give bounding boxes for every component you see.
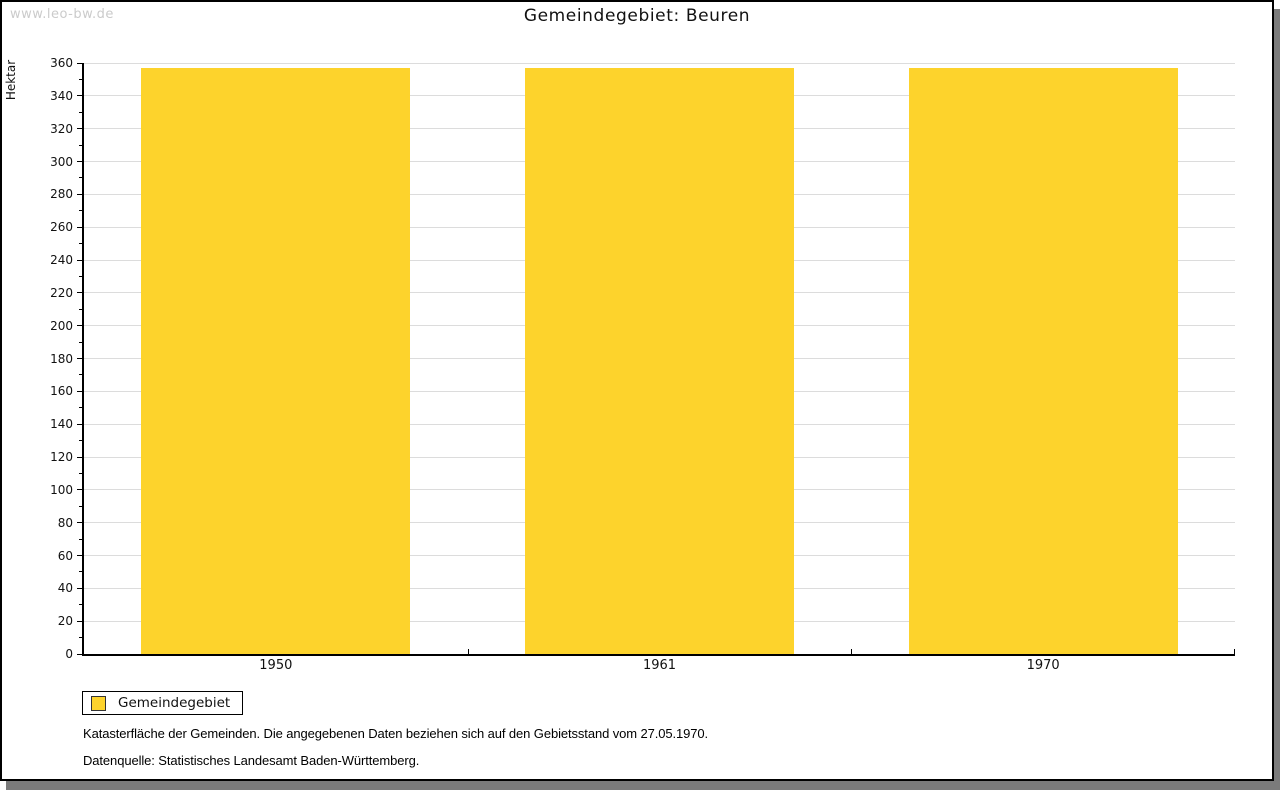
watermark: www.leo-bw.de (10, 7, 114, 22)
y-tick-label: 80 (57, 515, 73, 530)
x-tick-label: 1950 (259, 658, 293, 673)
y-major-tick (77, 259, 84, 261)
y-axis-label: Hektar (4, 59, 19, 101)
y-tick-label: 260 (50, 220, 73, 235)
footnote-data-source: Datenquelle: Statistisches Landesamt Bad… (83, 753, 420, 768)
y-major-tick (77, 128, 84, 130)
y-major-tick (77, 587, 84, 589)
y-tick-label: 160 (50, 384, 73, 399)
y-tick-label: 0 (65, 647, 73, 661)
y-major-tick (77, 161, 84, 162)
y-minor-tick (79, 275, 84, 277)
y-major-tick (77, 522, 84, 524)
y-major-tick (77, 292, 84, 294)
y-minor-tick (79, 308, 84, 310)
category-boundary-tick (851, 649, 852, 654)
bar (525, 67, 794, 654)
y-minor-tick (79, 210, 84, 212)
y-major-tick (77, 555, 84, 556)
y-tick-label: 140 (50, 417, 73, 432)
y-major-tick (77, 653, 84, 655)
y-major-tick (77, 456, 84, 458)
y-tick-label: 280 (50, 187, 73, 202)
legend: Gemeindegebiet (82, 691, 244, 715)
y-tick-label: 20 (57, 614, 73, 629)
y-minor-tick (79, 538, 84, 540)
y-minor-tick (79, 243, 84, 245)
y-tick-label: 200 (50, 318, 73, 333)
y-minor-tick (79, 407, 84, 409)
y-tick-label: 300 (50, 154, 73, 169)
y-minor-tick (79, 604, 84, 606)
y-major-tick (77, 358, 84, 359)
y-minor-tick (79, 111, 84, 113)
y-major-tick (77, 423, 84, 425)
gridline (84, 62, 1235, 64)
y-tick-label: 360 (50, 56, 73, 70)
y-minor-tick (79, 341, 84, 343)
y-major-tick (77, 193, 84, 195)
y-tick-label: 100 (50, 482, 73, 497)
x-tick-label: 1970 (1026, 658, 1060, 673)
bar (141, 67, 410, 654)
y-minor-tick (79, 78, 84, 80)
x-tick-label: 1961 (642, 658, 677, 673)
y-major-tick (77, 325, 84, 327)
bar (909, 67, 1178, 654)
y-tick-label: 60 (57, 548, 73, 563)
chart-title: Gemeindegebiet: Beuren (523, 6, 751, 26)
y-major-tick (77, 62, 84, 64)
y-tick-label: 220 (50, 285, 73, 300)
y-tick-label: 40 (57, 581, 73, 596)
y-major-tick (77, 390, 84, 392)
y-minor-tick (79, 637, 84, 639)
footnote-source-note: Katasterfläche der Gemeinden. Die angege… (83, 726, 709, 741)
y-minor-tick (79, 144, 84, 146)
axis-end-tick (1234, 649, 1235, 654)
y-major-tick (77, 226, 84, 228)
y-major-tick (77, 95, 84, 97)
y-tick-label: 240 (50, 253, 73, 267)
y-tick-label: 340 (50, 88, 73, 103)
y-tick-label: 320 (50, 121, 73, 136)
y-minor-tick (79, 440, 84, 442)
y-minor-tick (79, 505, 84, 507)
plot-area: Hektar 1950 1961 1970 0 20 40 60 80 100 120 140 160… (4, 56, 1235, 673)
y-minor-tick (79, 472, 84, 474)
category-boundary-tick (468, 649, 469, 654)
y-major-tick (77, 489, 84, 491)
y-tick-label: 120 (50, 450, 73, 464)
legend-swatch-icon (91, 695, 106, 711)
y-tick-label: 180 (50, 351, 73, 366)
y-minor-tick (79, 374, 84, 376)
y-major-tick (77, 620, 84, 622)
legend-label: Gemeindegebiet (118, 695, 231, 711)
y-minor-tick (79, 571, 84, 573)
y-minor-tick (79, 177, 84, 179)
